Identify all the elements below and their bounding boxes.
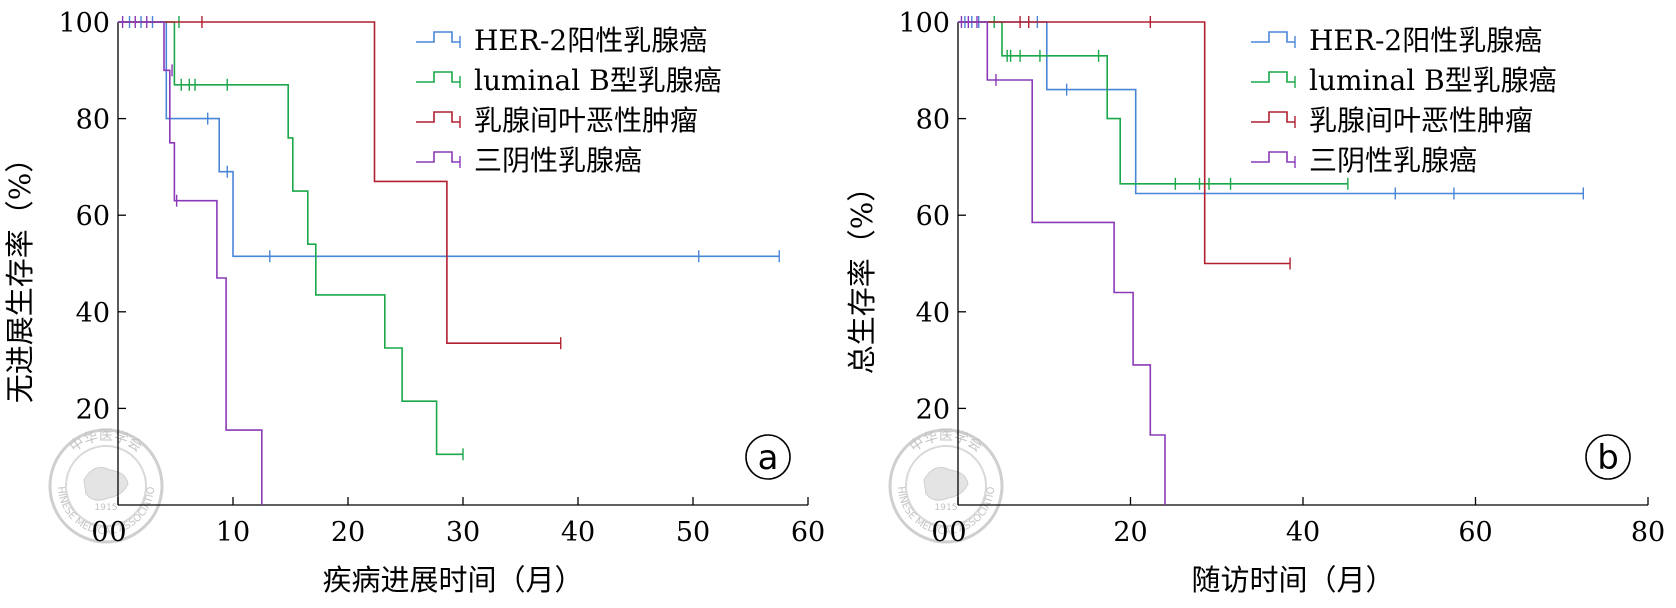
legend-swatch bbox=[1251, 71, 1295, 83]
seal-map-shape bbox=[923, 467, 969, 501]
legend-swatch bbox=[416, 71, 460, 83]
seal-inner-ring bbox=[905, 445, 987, 527]
series-2 bbox=[958, 16, 1349, 190]
legend-swatch bbox=[416, 151, 460, 163]
y-axis-title: 无进展生存率（%） bbox=[3, 144, 37, 404]
y-tick-label: 80 bbox=[916, 105, 950, 136]
panel-letter-circle bbox=[1585, 434, 1631, 480]
series-4 bbox=[118, 16, 263, 505]
y-tick-label: 60 bbox=[916, 201, 950, 232]
legend-swatch bbox=[416, 31, 460, 43]
panel-letter-circle bbox=[745, 434, 791, 480]
y-tick-label: 100 bbox=[58, 8, 110, 39]
legend-swatch bbox=[1251, 31, 1295, 43]
panel-letter: b bbox=[1597, 438, 1619, 478]
legend-label: 三阴性乳腺癌 bbox=[1309, 144, 1477, 177]
legend-item: HER-2阳性乳腺癌 bbox=[416, 24, 707, 57]
y-tick-label: 40 bbox=[76, 298, 110, 329]
survival-curve bbox=[958, 21, 1291, 265]
x-tick-label: 50 bbox=[676, 517, 710, 548]
seal-year: 1915 bbox=[95, 503, 118, 513]
panel-b: 中华医学会CHINESE MEDICAL ASSOCIATION19150204… bbox=[0, 0, 1665, 597]
series-3 bbox=[958, 16, 1291, 270]
origin-label: 0 bbox=[91, 517, 108, 548]
x-tick-label: 80 bbox=[1631, 517, 1665, 548]
seal-map-shape bbox=[83, 467, 129, 501]
x-tick-label: 0 bbox=[949, 517, 966, 548]
x-axis-title: 疾病进展时间（月） bbox=[322, 563, 583, 597]
panel-letter: a bbox=[758, 438, 779, 478]
y-axis-title: 总生存率（%） bbox=[845, 173, 879, 375]
series-4 bbox=[958, 16, 1166, 505]
seal-inner-ring bbox=[65, 445, 147, 527]
seal-top-text: 中华医学会 bbox=[67, 428, 145, 456]
legend-item: 乳腺间叶恶性肿瘤 bbox=[416, 104, 698, 137]
legend-item: HER-2阳性乳腺癌 bbox=[1251, 24, 1542, 57]
legend-item: 三阴性乳腺癌 bbox=[1251, 144, 1477, 177]
legend-label: HER-2阳性乳腺癌 bbox=[474, 24, 707, 57]
legend-swatch bbox=[1251, 111, 1295, 123]
x-tick-label: 40 bbox=[1286, 517, 1320, 548]
x-tick-label: 60 bbox=[1458, 517, 1492, 548]
legend-label: 乳腺间叶恶性肿瘤 bbox=[474, 104, 698, 137]
legend-item: luminal B型乳腺癌 bbox=[1251, 64, 1557, 97]
survival-curve bbox=[118, 21, 263, 505]
legend-item: 三阴性乳腺癌 bbox=[416, 144, 642, 177]
x-axis-title: 随访时间（月） bbox=[1191, 563, 1394, 597]
legend-item: luminal B型乳腺癌 bbox=[416, 64, 722, 97]
y-tick-label: 20 bbox=[76, 394, 110, 425]
seal-outer-ring bbox=[48, 428, 164, 544]
panel-a: 中华医学会CHINESE MEDICAL ASSOCIATION19150102… bbox=[0, 0, 825, 597]
x-tick-label: 30 bbox=[446, 517, 480, 548]
series-2 bbox=[118, 16, 464, 461]
legend-label: HER-2阳性乳腺癌 bbox=[1309, 24, 1542, 57]
x-tick-label: 10 bbox=[216, 517, 250, 548]
seal-outer-ring bbox=[888, 428, 1004, 544]
legend-swatch bbox=[1251, 151, 1295, 163]
survival-curve bbox=[958, 21, 1348, 185]
x-tick-label: 40 bbox=[561, 517, 595, 548]
y-tick-label: 100 bbox=[898, 8, 950, 39]
legend-label: 乳腺间叶恶性肿瘤 bbox=[1309, 104, 1533, 137]
x-tick-label: 0 bbox=[109, 517, 126, 548]
survival-curve bbox=[118, 21, 561, 344]
seal-top-text: 中华医学会 bbox=[907, 428, 985, 456]
x-tick-label: 20 bbox=[1113, 517, 1147, 548]
y-tick-label: 60 bbox=[76, 201, 110, 232]
x-tick-label: 20 bbox=[331, 517, 365, 548]
legend-item: 乳腺间叶恶性肿瘤 bbox=[1251, 104, 1533, 137]
survival-curve bbox=[958, 21, 1166, 505]
seal-year: 1915 bbox=[935, 503, 958, 513]
series-3 bbox=[118, 16, 562, 350]
survival-curve bbox=[118, 21, 463, 456]
y-tick-label: 80 bbox=[76, 105, 110, 136]
legend-swatch bbox=[416, 111, 460, 123]
y-tick-label: 20 bbox=[916, 394, 950, 425]
series-1 bbox=[118, 16, 780, 263]
origin-label: 0 bbox=[931, 517, 948, 548]
y-tick-label: 40 bbox=[916, 298, 950, 329]
survival-curve bbox=[118, 21, 780, 258]
legend-label: luminal B型乳腺癌 bbox=[474, 64, 722, 97]
x-tick-label: 60 bbox=[791, 517, 825, 548]
legend-label: 三阴性乳腺癌 bbox=[474, 144, 642, 177]
legend-label: luminal B型乳腺癌 bbox=[1309, 64, 1557, 97]
